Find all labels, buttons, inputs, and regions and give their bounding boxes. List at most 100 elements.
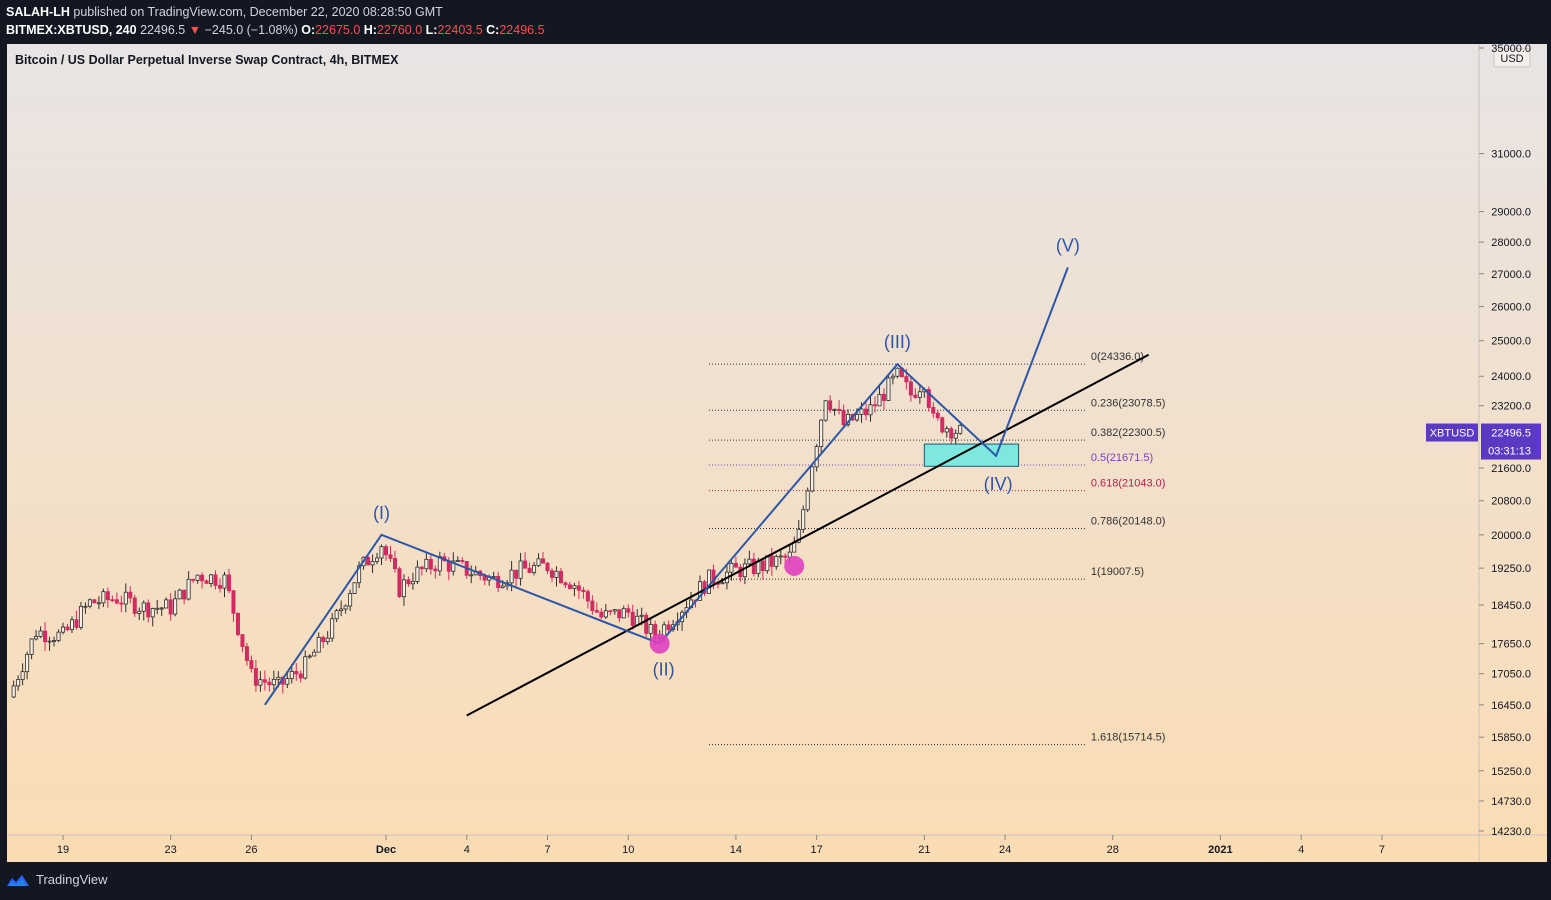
- footer: TradingView: [6, 872, 108, 887]
- fib-level-label: 1.618(15714.5): [1091, 732, 1166, 744]
- candle-body: [388, 554, 393, 559]
- candle-body: [603, 610, 608, 618]
- candle-body: [294, 671, 299, 675]
- y-tick-label: 15250.0: [1491, 766, 1531, 778]
- candle-body: [357, 565, 362, 584]
- candle-body: [823, 400, 828, 421]
- candle-body: [65, 626, 70, 631]
- candle-body: [500, 585, 505, 588]
- fib-level-label: 0.382(22300.5): [1091, 427, 1166, 439]
- candle-body: [177, 589, 182, 600]
- elliott-wave[interactable]: (I) (II) (III) (IV) (V): [264, 235, 1080, 706]
- candle-body: [801, 509, 806, 530]
- x-tick-label: 10: [622, 844, 634, 856]
- fibonacci-retracement[interactable]: 0(24336.0) 0.236(23078.5) 0.382(22300.5) 0.…: [709, 351, 1166, 746]
- candle-body: [469, 574, 474, 577]
- fib-level-label: 0.618(21043.0): [1091, 478, 1166, 490]
- y-tick-label: 28000.0: [1491, 237, 1531, 249]
- candle-body: [406, 579, 411, 585]
- y-tick-label: 16450.0: [1491, 700, 1531, 712]
- wave-path[interactable]: [264, 266, 1069, 706]
- candle-body: [253, 668, 258, 686]
- y-tick-label: 21600.0: [1491, 463, 1531, 475]
- candle-body: [532, 565, 537, 573]
- candle-body: [944, 428, 949, 433]
- candle-body: [29, 638, 34, 655]
- candle-body: [554, 570, 559, 578]
- candle-body: [123, 591, 128, 605]
- candle-body: [872, 404, 877, 407]
- candle-body: [271, 678, 276, 686]
- candle-body: [742, 563, 747, 578]
- candle-body: [787, 551, 792, 558]
- candle-body: [783, 555, 788, 558]
- currency-label: USD: [1500, 53, 1523, 65]
- x-tick-label: 21: [918, 844, 930, 856]
- y-tick-label: 20000.0: [1491, 530, 1531, 542]
- candle-body: [249, 660, 254, 669]
- author-name[interactable]: SALAH-LH: [6, 5, 70, 19]
- candle-body: [886, 377, 891, 401]
- candle-body: [401, 579, 406, 598]
- candle-body: [200, 574, 205, 582]
- candle-body: [222, 574, 227, 589]
- candle-body: [460, 560, 465, 562]
- low-label: L:: [425, 23, 438, 37]
- candle-body: [890, 375, 895, 379]
- candle-body: [496, 576, 501, 588]
- candle-body: [514, 569, 519, 579]
- candle-body: [733, 562, 738, 568]
- symbol-tag-label: XBTUSD: [1430, 428, 1475, 440]
- candle-body: [92, 599, 97, 604]
- candle-body: [864, 408, 869, 416]
- high-value: 22760.0: [376, 23, 423, 37]
- brand-name[interactable]: TradingView: [36, 872, 108, 887]
- candle-body: [128, 591, 133, 599]
- candle-body: [410, 581, 415, 585]
- candle-body: [25, 654, 30, 673]
- close-label: C:: [486, 23, 500, 37]
- candle-body: [563, 582, 568, 586]
- price-tag-value: 22496.5: [1491, 428, 1531, 440]
- touch-point-marker: [784, 555, 805, 576]
- candle-body: [769, 555, 774, 567]
- candle-body: [837, 408, 842, 411]
- candle-body: [105, 591, 110, 601]
- candle-body: [38, 630, 43, 637]
- wave-label: (IV): [984, 474, 1013, 494]
- candle-body: [527, 567, 532, 573]
- candle-body: [352, 582, 357, 594]
- candle-body: [424, 558, 429, 570]
- candle-body: [949, 428, 954, 439]
- chart-title: Bitcoin / US Dollar Perpetual Inverse Sw…: [15, 53, 399, 67]
- candle-body: [235, 612, 240, 635]
- tradingview-logo-icon[interactable]: [6, 873, 30, 887]
- candle-body: [209, 574, 214, 584]
- price-change: −245.0 (−1.08%): [204, 23, 298, 37]
- y-tick-label: 29000.0: [1491, 207, 1531, 219]
- candle-body: [523, 560, 528, 569]
- candle-body: [316, 636, 321, 653]
- support-trendline[interactable]: [466, 353, 1150, 717]
- candle-body: [240, 634, 245, 647]
- y-tick-label: 20800.0: [1491, 496, 1531, 508]
- candle-body: [895, 367, 900, 377]
- candle-body: [218, 585, 223, 589]
- candle-body: [958, 425, 963, 434]
- candle-body: [69, 619, 74, 631]
- wave-label: (II): [653, 660, 675, 680]
- candle-body: [541, 558, 546, 564]
- x-tick-label: Dec: [376, 844, 396, 856]
- x-tick-label: 14: [730, 844, 742, 856]
- candle-body: [805, 490, 810, 511]
- last-price: 22496.5: [140, 23, 186, 37]
- trendline[interactable]: [466, 353, 1150, 717]
- candle-body: [339, 608, 344, 612]
- candle-body: [397, 568, 402, 598]
- x-tick-label: 24: [999, 844, 1011, 856]
- x-axis-ticks: 19 23 26 Dec 4 7 10 14 17 21 24 28 2021 4 7: [57, 835, 1385, 856]
- candle-body: [20, 671, 25, 680]
- candle-body: [666, 624, 671, 630]
- currency-badge[interactable]: [1493, 48, 1531, 68]
